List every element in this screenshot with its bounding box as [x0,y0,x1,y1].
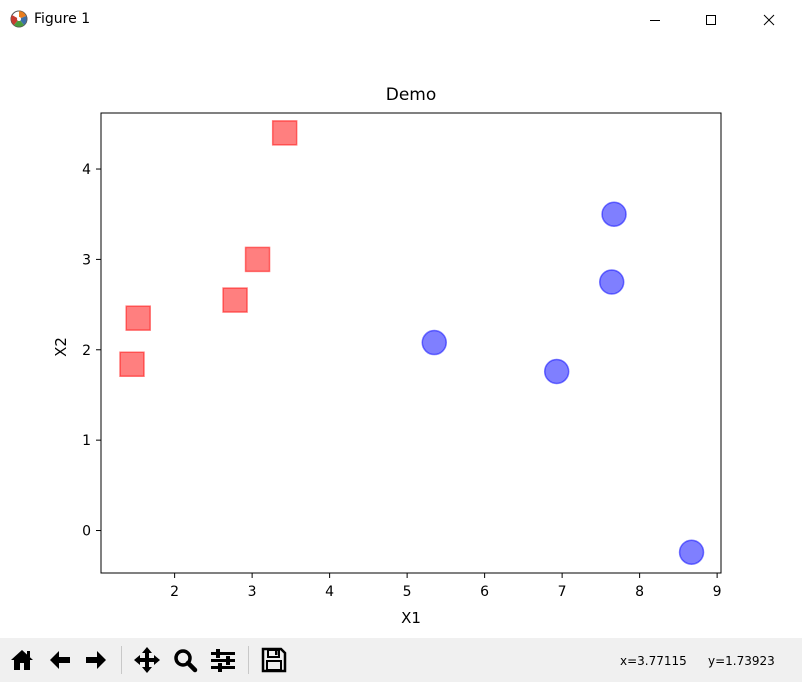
x-tick-label: 4 [325,584,334,600]
title-bar: Figure 1 [0,0,802,40]
x-tick-label: 2 [170,584,179,600]
configure-subplots-icon [211,649,235,672]
y-tick-label: 0 [82,524,91,540]
x-tick-label: 6 [480,584,489,600]
save-button[interactable] [258,644,290,676]
configure-subplots-button[interactable] [207,644,239,676]
x-axis-label: X1 [401,609,421,627]
minimize-button[interactable] [632,0,678,40]
square-marker [119,351,145,377]
close-button[interactable] [746,0,792,40]
maximize-icon [706,15,716,25]
x-tick-label: 3 [248,584,257,600]
y-tick-label: 3 [82,252,91,268]
back-button[interactable] [44,644,76,676]
circle-marker [598,269,625,295]
circle-marker [601,201,627,227]
scatter-chart[interactable]: 2 3 4 5 6 7 8 9 0 1 2 3 4 Demo X1 X2 [0,40,802,638]
pan-button[interactable] [131,644,163,676]
back-arrow-icon [50,651,70,669]
circle-marker [543,358,570,385]
figure-canvas[interactable] [0,40,802,638]
navigation-toolbar: x=3.77115 y=1.73923 [0,638,802,682]
toolbar-separator [248,646,249,674]
square-marker [244,246,271,273]
x-tick-label: 9 [713,584,722,600]
matplotlib-logo-icon [10,10,28,28]
x-tick-label: 7 [558,584,567,600]
square-marker [222,287,248,313]
plot-frame [100,112,722,574]
circle-marker [678,539,705,565]
chart-title: Demo [386,85,437,105]
pan-icon [134,647,160,673]
close-icon [763,14,775,26]
maximize-button[interactable] [688,0,734,40]
home-button[interactable] [6,644,38,676]
zoom-button[interactable] [169,644,201,676]
save-icon [261,647,287,673]
y-axis-label: X2 [52,337,70,357]
forward-button[interactable] [80,644,112,676]
forward-arrow-icon [86,651,106,669]
cursor-x-readout: x=3.77115 [620,654,687,668]
y-tick-label: 1 [82,433,91,449]
x-tick-label: 5 [403,584,412,600]
y-tick-label: 4 [82,162,91,178]
home-icon [11,650,33,670]
square-marker [271,120,298,146]
x-tick-label: 8 [635,584,644,600]
square-marker [125,305,151,331]
toolbar-separator [121,646,122,674]
cursor-y-readout: y=1.73923 [708,654,775,668]
y-tick-label: 2 [82,343,91,359]
zoom-icon [174,649,198,673]
circle-marker [421,329,447,356]
minimize-icon [650,20,660,21]
window-title: Figure 1 [34,11,91,27]
